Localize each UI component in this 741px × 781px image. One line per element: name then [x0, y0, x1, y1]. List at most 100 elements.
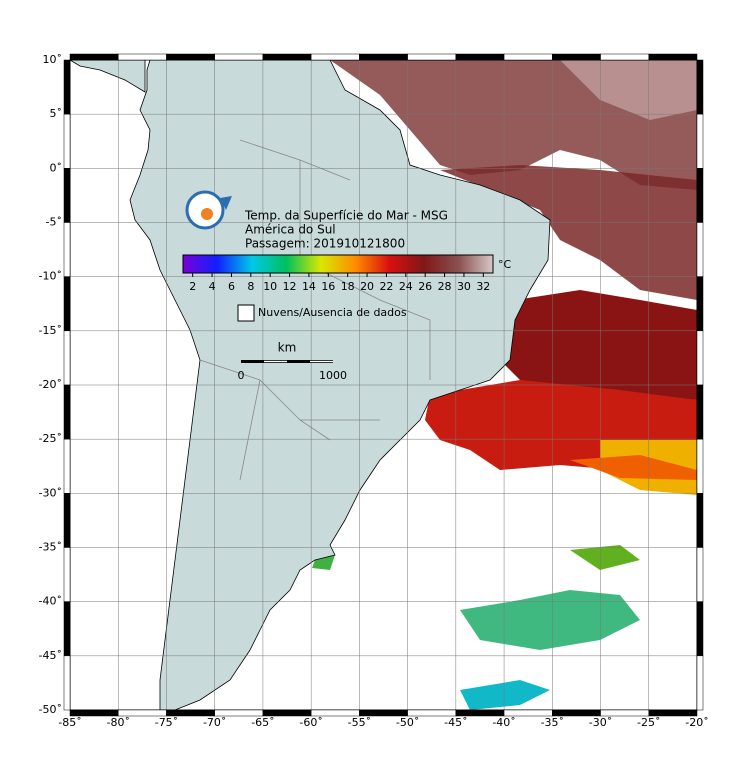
lat-tick-label: 10˚	[43, 53, 63, 66]
lon-tick-label: -60˚	[299, 716, 322, 729]
frame-band	[63, 655, 71, 711]
frame-band	[359, 53, 408, 61]
lat-tick-label: -40˚	[39, 595, 62, 608]
colorbar-tick-label: 2	[189, 280, 196, 293]
frame-band	[407, 53, 457, 61]
colorbar-tick-label: 6	[228, 280, 235, 293]
frame-band	[69, 53, 119, 61]
colorbar-tick-label: 18	[341, 280, 355, 293]
logo	[185, 190, 232, 230]
cloud-label: Nuvens/Ausencia de dados	[258, 306, 407, 319]
logo-sun	[201, 208, 213, 220]
lon-tick-label: -35˚	[541, 716, 564, 729]
frame-band	[648, 53, 698, 61]
scale-label: 0	[238, 369, 245, 382]
lon-tick-label: -85˚	[58, 716, 81, 729]
colorbar-unit: °C	[498, 258, 512, 271]
colorbar-tick-label: 28	[438, 280, 452, 293]
colorbar-tick-label: 26	[418, 280, 432, 293]
colorbar-tick-label: 8	[247, 280, 254, 293]
cloud-swatch	[237, 304, 255, 322]
sst-patch	[500, 290, 697, 400]
frame-band	[310, 53, 360, 61]
frame-band	[63, 438, 71, 494]
colorbar-tick-label: 20	[360, 280, 374, 293]
frame-band	[63, 113, 71, 169]
lat-tick-label: -20˚	[39, 378, 62, 391]
lat-tick-label: -25˚	[39, 432, 62, 445]
frame-band	[63, 601, 71, 657]
sst-patch	[570, 545, 640, 570]
lon-tick-label: -40˚	[492, 716, 515, 729]
colorbar-tick-label: 14	[302, 280, 316, 293]
frame-band	[63, 222, 71, 277]
lat-tick-label: -10˚	[39, 270, 62, 283]
colorbar: 2 4 6 8 10 12 14 16 18 20 22 24 26 28 30 32	[182, 254, 494, 293]
border	[199, 139, 431, 481]
frame-band	[117, 53, 167, 61]
frame-band	[214, 53, 264, 61]
lon-tick-label: -75˚	[155, 716, 178, 729]
scale-bar	[310, 360, 333, 363]
scale-label: 1000	[319, 369, 347, 382]
logo-arrow	[220, 196, 232, 210]
frame-band	[63, 276, 71, 332]
lat-tick-label: -5˚	[46, 216, 62, 229]
lon-tick-label: -80˚	[106, 716, 129, 729]
lon-tick-label: -55˚	[348, 716, 371, 729]
scale-bar	[264, 360, 287, 363]
frame-band	[262, 53, 312, 61]
lat-tick-label: 0˚	[50, 161, 63, 174]
frame-band	[696, 59, 704, 115]
frame-band	[63, 330, 71, 386]
lat-tick-label: -45˚	[39, 649, 62, 662]
lat-tick-label: -50˚	[39, 703, 62, 716]
lat-tick-label: -30˚	[39, 486, 62, 499]
frame-band	[455, 53, 505, 61]
sst-patch	[570, 455, 697, 480]
frame-band	[696, 113, 704, 169]
frame-band	[696, 438, 704, 494]
frame-band	[696, 655, 704, 711]
lon-tick-label: -30˚	[589, 716, 612, 729]
title-line: Temp. da Superfície do Mar - MSG	[244, 209, 448, 223]
lon-tick-label: -50˚	[396, 716, 419, 729]
frame-band	[696, 168, 704, 223]
sst-patch	[440, 165, 697, 300]
colorbar-tick-label: 10	[263, 280, 277, 293]
lon-tick-label: -45˚	[444, 716, 467, 729]
frame-band	[166, 53, 215, 61]
frame-band	[503, 53, 553, 61]
frame-band	[648, 709, 698, 717]
frame-band	[600, 53, 650, 61]
colorbar-tick-label: 22	[379, 280, 393, 293]
colorbar-tick-label: 12	[283, 280, 297, 293]
sst-patch	[460, 680, 550, 710]
lon-tick-label: -20˚	[685, 716, 708, 729]
lon-tick-label: -70˚	[203, 716, 226, 729]
lon-tick-label: -25˚	[637, 716, 660, 729]
sst-patch	[560, 60, 697, 120]
colorbar-tick-label: 16	[321, 280, 335, 293]
scale-unit: km	[278, 341, 297, 355]
lat-tick-label: 5˚	[50, 107, 63, 120]
frame-band	[696, 547, 704, 602]
colorbar-tick-label: 30	[457, 280, 471, 293]
frame-band	[63, 493, 71, 548]
colorbar-tick-label: 4	[209, 280, 216, 293]
frame-band	[696, 330, 704, 386]
sst-patch	[312, 555, 335, 570]
frame-band	[696, 601, 704, 657]
colorbar-fill	[182, 254, 494, 274]
frame-band	[696, 384, 704, 440]
title-line: Passagem: 201910121800	[245, 237, 405, 251]
frame-band	[696, 276, 704, 332]
lat-tick-label: -35˚	[39, 541, 62, 554]
frame-band	[63, 168, 71, 223]
lon-tick-label: -65˚	[251, 716, 274, 729]
frame-band	[63, 59, 71, 115]
frame-band	[63, 547, 71, 602]
colorbar-tick-label: 24	[399, 280, 413, 293]
title-line: América do Sul	[245, 223, 336, 237]
